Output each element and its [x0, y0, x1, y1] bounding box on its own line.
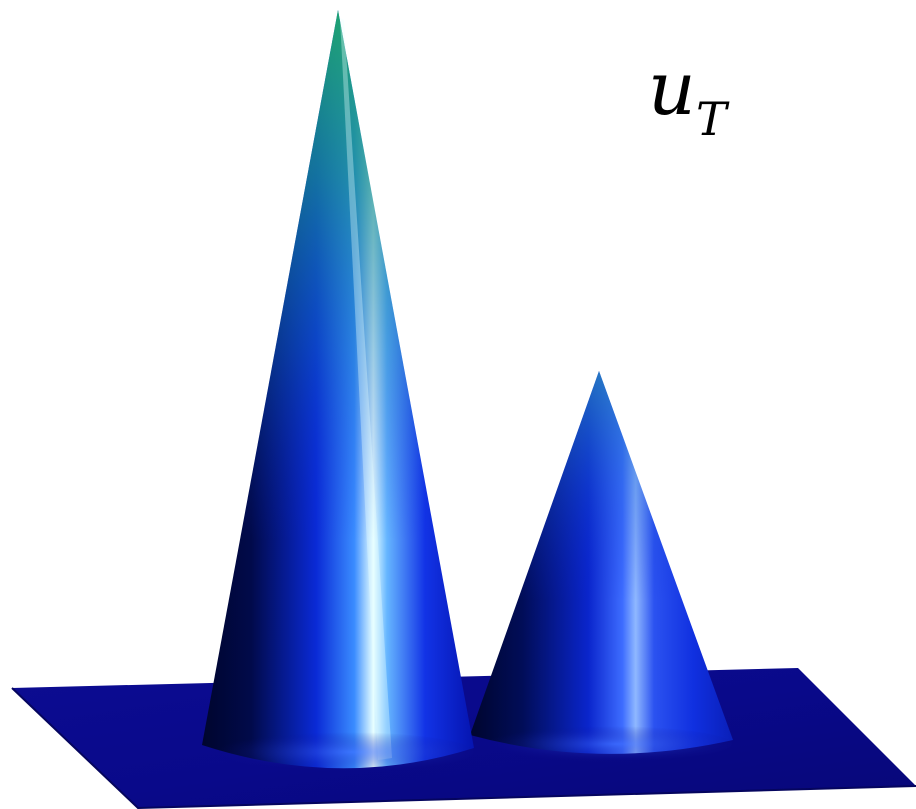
label-subscript: T [696, 92, 727, 146]
base-plane-edge [11, 687, 916, 809]
surface-label: u T [648, 52, 788, 142]
large-cone [202, 10, 474, 772]
small-cone [470, 371, 733, 762]
label-variable: u [648, 46, 696, 132]
